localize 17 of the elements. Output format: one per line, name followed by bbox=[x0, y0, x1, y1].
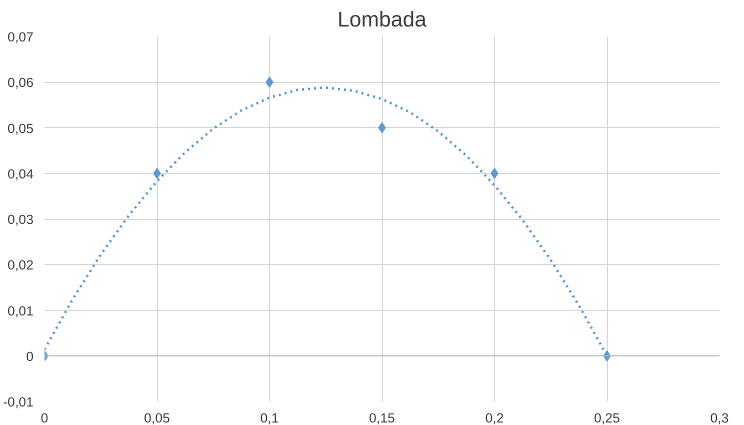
x-tick-label: 0 bbox=[40, 410, 48, 425]
y-tick-label: 0,05 bbox=[8, 120, 34, 136]
x-tick-label: 0,15 bbox=[369, 410, 395, 425]
y-tick-label: 0,04 bbox=[8, 166, 34, 182]
y-tick-label: 0,07 bbox=[8, 30, 34, 44]
y-tick-label: 0 bbox=[26, 348, 34, 364]
x-tick-label: 0,05 bbox=[144, 410, 170, 425]
x-tick-label: 0,3 bbox=[710, 410, 729, 425]
y-tick-label: -0,01 bbox=[3, 394, 34, 410]
y-tick-label: 0,01 bbox=[8, 303, 34, 318]
x-tick-label: 0,1 bbox=[260, 410, 279, 425]
x-tick-label: 0,25 bbox=[594, 410, 620, 425]
y-tick-label: 0,02 bbox=[8, 258, 34, 273]
y-tick-label: 0,03 bbox=[8, 212, 34, 227]
x-tick-label: 0,2 bbox=[485, 410, 504, 425]
y-tick-label: 0,06 bbox=[8, 75, 34, 90]
chart-title: Lombada bbox=[338, 8, 427, 32]
